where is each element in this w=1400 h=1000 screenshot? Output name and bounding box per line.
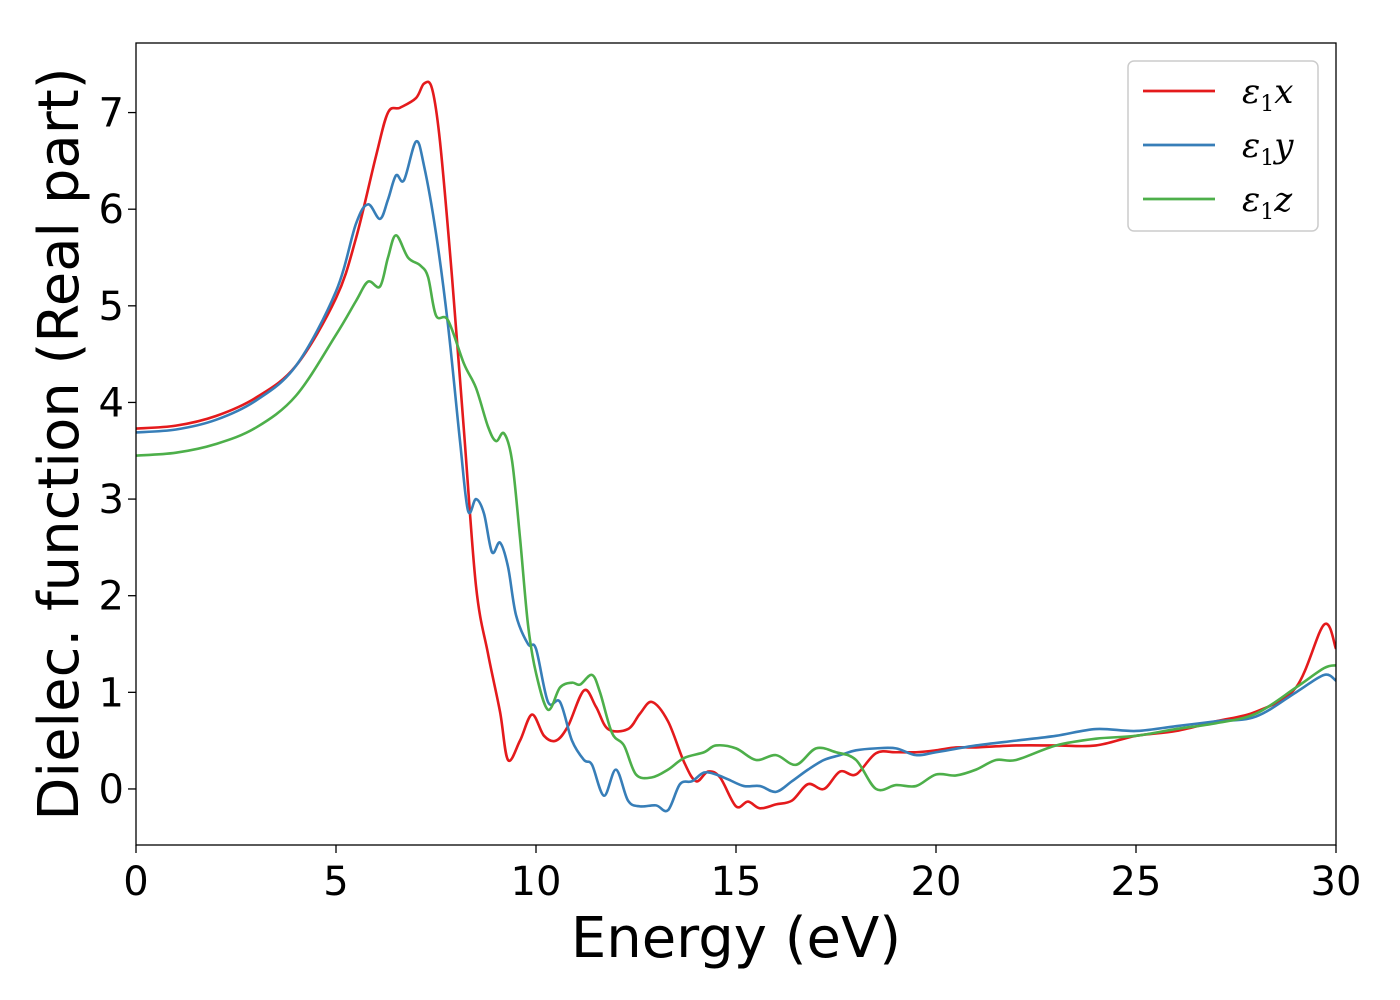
y-tick-label: 2: [99, 574, 124, 620]
x-tick-label: 30: [1311, 859, 1362, 905]
legend-box: [1127, 60, 1319, 232]
y-tick-label: 7: [99, 91, 124, 137]
x-tick-label: 15: [711, 859, 762, 905]
y-tick-label: 3: [99, 477, 124, 523]
legend-axis: x: [1274, 72, 1293, 112]
series-line-z: [136, 233, 1336, 792]
legend-label-x: ε1x: [1242, 72, 1293, 117]
legend-subscript: 1: [1260, 92, 1274, 117]
y-axis-label: Dielec. function (Real part): [27, 67, 92, 820]
legend-axis: z: [1273, 180, 1293, 220]
x-tick-label: 25: [1111, 859, 1162, 905]
legend-symbol: ε: [1242, 126, 1260, 166]
legend-label-y: ε1y: [1242, 126, 1294, 171]
legend-axis: y: [1272, 126, 1294, 166]
legend-label-z: ε1z: [1242, 180, 1293, 225]
y-tick-label: 4: [99, 380, 124, 426]
x-axis-label: Energy (eV): [571, 906, 901, 971]
series-layer: [136, 80, 1336, 813]
series-line-x: [136, 80, 1336, 810]
x-axis: 0 5 10 15 20 25 30: [123, 845, 1361, 905]
x-tick-label: 0: [123, 859, 148, 905]
x-tick-label: 5: [323, 859, 348, 905]
legend-symbol: ε: [1242, 180, 1260, 220]
y-tick-label: 1: [99, 670, 124, 716]
legend-subscript: 1: [1260, 200, 1274, 225]
legend-symbol: ε: [1242, 72, 1260, 112]
y-tick-label: 5: [99, 284, 124, 330]
y-tick-label: 0: [99, 767, 124, 813]
legend-subscript: 1: [1260, 146, 1274, 171]
x-tick-label: 20: [911, 859, 962, 905]
series-line-y: [136, 139, 1336, 813]
y-tick-label: 6: [99, 187, 124, 233]
y-axis: 0 1 2 3 4 5 6 7: [99, 91, 136, 813]
x-tick-label: 10: [511, 859, 562, 905]
